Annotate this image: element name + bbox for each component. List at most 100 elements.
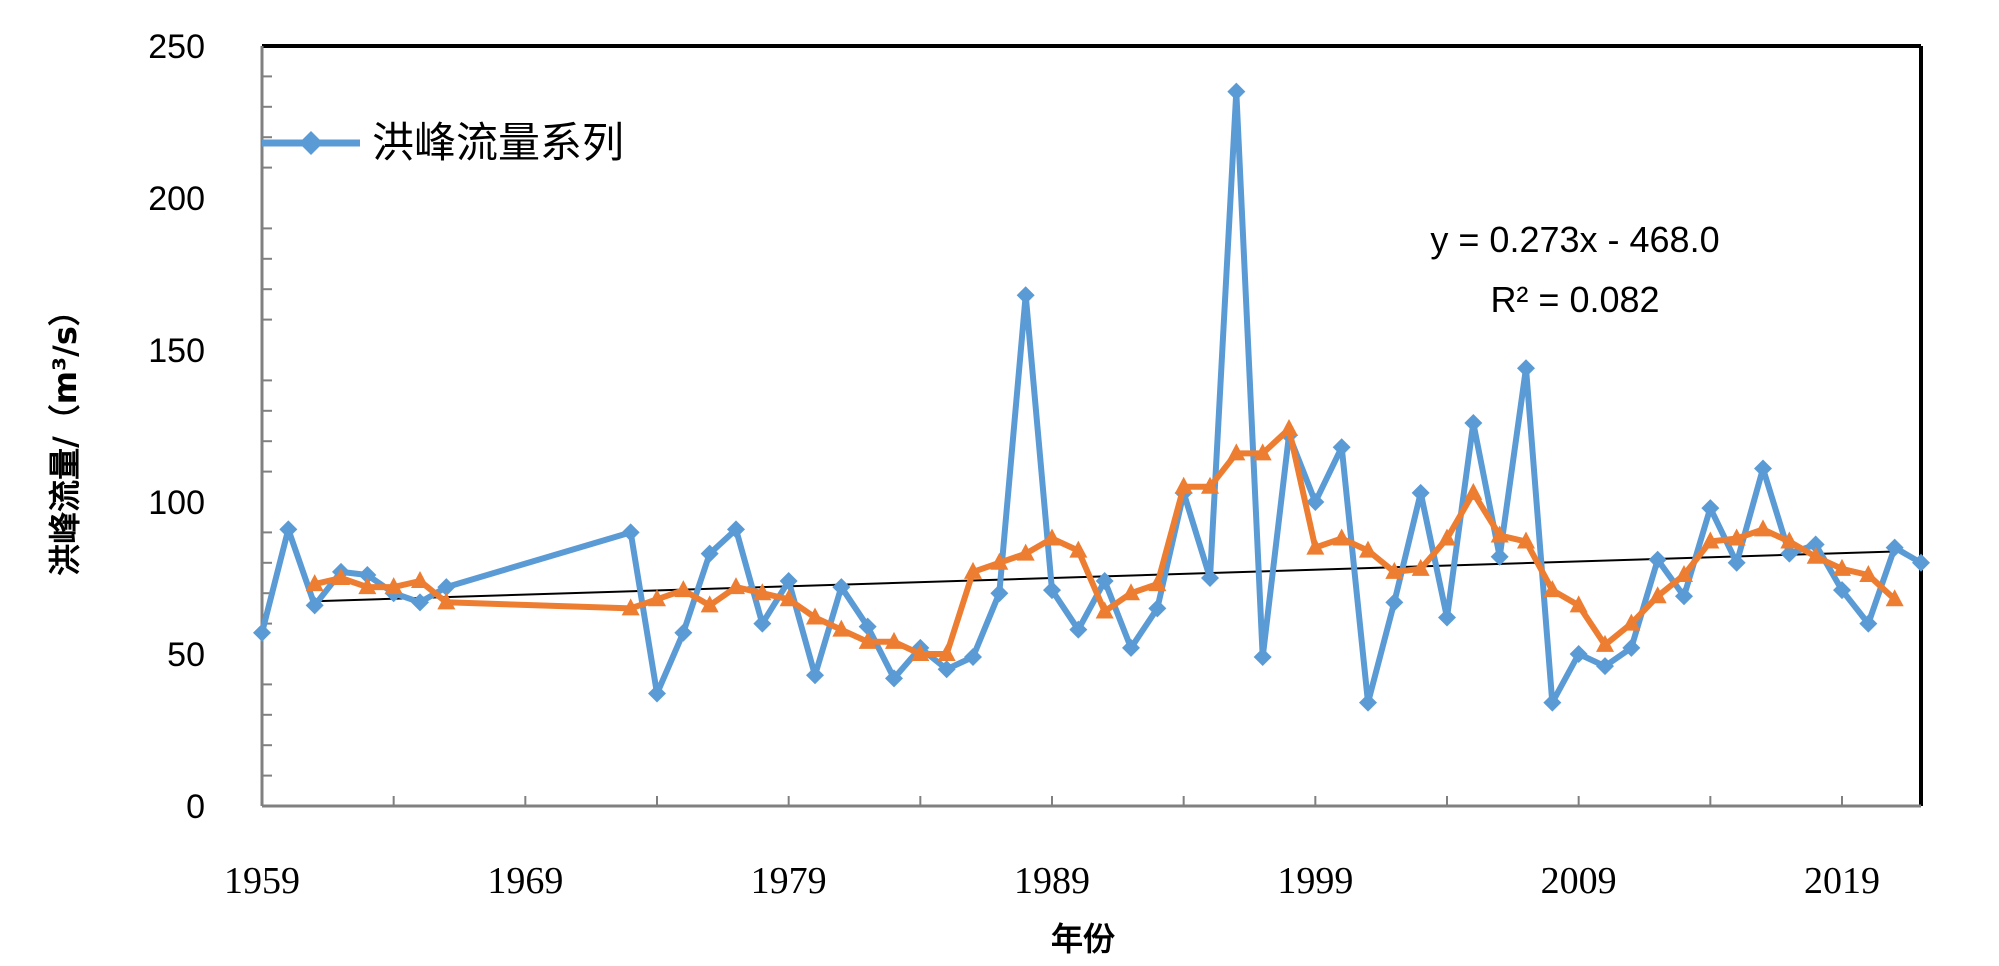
data-point: [1806, 535, 1825, 554]
data-point: [1095, 601, 1114, 619]
y-tick-label: 250: [148, 28, 205, 66]
data-point: [700, 544, 719, 563]
data-point: [779, 589, 798, 607]
data-point: [1622, 638, 1641, 657]
data-point: [1438, 528, 1456, 546]
data-point: [1490, 525, 1509, 543]
data-point: [305, 574, 324, 592]
data-point: [1701, 531, 1720, 549]
data-point: [964, 648, 982, 667]
data-point: [1043, 528, 1061, 546]
data-point: [1332, 528, 1351, 546]
x-ticks: [261, 796, 1843, 806]
data-point: [1148, 599, 1167, 618]
legend-marker-diamond: [299, 131, 323, 155]
data-point: [1280, 419, 1298, 437]
x-tick-label: 2009: [1541, 860, 1617, 902]
data-point: [648, 589, 666, 607]
data-point: [700, 595, 719, 613]
data-point: [1306, 537, 1325, 555]
data-point: [1517, 359, 1535, 378]
data-point: [1306, 493, 1325, 511]
data-point: [1464, 482, 1483, 500]
data-point: [1148, 574, 1167, 592]
legend: 洪峰流量系列: [262, 118, 624, 167]
data-point: [1227, 443, 1246, 461]
data-point: [806, 607, 824, 625]
data-point: [1754, 519, 1772, 537]
data-point: [332, 568, 350, 585]
data-point: [1385, 561, 1404, 579]
data-point: [1569, 595, 1588, 613]
data-point: [1622, 613, 1641, 631]
data-point: [1912, 553, 1930, 572]
x-tick-label: 1959: [224, 860, 300, 902]
data-point: [753, 614, 772, 633]
data-point: [1885, 538, 1904, 557]
data-point: [1411, 483, 1430, 502]
data-point: [411, 571, 429, 589]
data-point: [806, 666, 824, 685]
data-point: [885, 669, 903, 688]
plot-area: [262, 46, 1921, 806]
data-point: [1464, 413, 1483, 432]
data-point: [1069, 620, 1088, 639]
legend-label: 洪峰流量系列: [372, 118, 624, 167]
data-point: [1780, 531, 1799, 549]
data-point: [1648, 586, 1667, 604]
data-point: [1122, 638, 1140, 657]
data-point: [674, 580, 693, 598]
data-point: [1069, 540, 1088, 558]
data-point: [1201, 476, 1219, 494]
data-point: [621, 523, 640, 542]
data-point: [1675, 587, 1693, 606]
x-tick-label: 1979: [751, 860, 827, 902]
data-point: [1727, 528, 1746, 546]
data-point: [1569, 645, 1588, 663]
y-axis-label: 洪峰流量/（m³/s）: [46, 294, 84, 576]
data-point: [1701, 499, 1720, 518]
data-point: [279, 520, 298, 539]
data-point: [1596, 634, 1614, 652]
data-point: [384, 577, 403, 595]
data-point: [1859, 564, 1878, 582]
data-point: [411, 593, 429, 612]
data-point: [1201, 569, 1219, 587]
data-point: [727, 577, 745, 595]
x-tick-label: 2019: [1804, 860, 1880, 902]
data-point: [990, 552, 1009, 570]
data-point: [858, 631, 877, 649]
data-point: [305, 596, 324, 615]
data-point: [832, 578, 851, 597]
data-point: [1859, 614, 1878, 633]
trendline-equation: y = 0.273x - 468.0: [1430, 219, 1719, 260]
data-point: [437, 578, 456, 597]
data-point: [1727, 553, 1746, 572]
data-point: [990, 584, 1009, 603]
data-point: [358, 577, 377, 595]
data-point: [1648, 550, 1667, 569]
data-point: [253, 623, 271, 642]
data-point: [911, 644, 930, 661]
data-point: [964, 561, 982, 579]
data-point: [1596, 657, 1614, 676]
data-point: [727, 520, 745, 539]
data-point: [753, 583, 772, 601]
data-point: [937, 660, 956, 679]
y-tick-labels: 0 50 100 150 200 250: [148, 28, 205, 826]
y-tick-label: 100: [148, 484, 205, 522]
data-point: [1543, 580, 1562, 598]
data-point: [1675, 564, 1693, 582]
series-layer: [253, 82, 1930, 712]
data-point: [1543, 693, 1562, 712]
data-point: [1016, 286, 1035, 305]
data-point: [1253, 648, 1272, 667]
data-point: [1806, 546, 1825, 564]
data-point: [1095, 572, 1114, 591]
data-point: [1833, 581, 1851, 600]
data-point: [858, 617, 877, 636]
data-point: [358, 565, 377, 584]
x-tick-label: 1969: [487, 860, 563, 902]
data-point: [937, 644, 956, 661]
